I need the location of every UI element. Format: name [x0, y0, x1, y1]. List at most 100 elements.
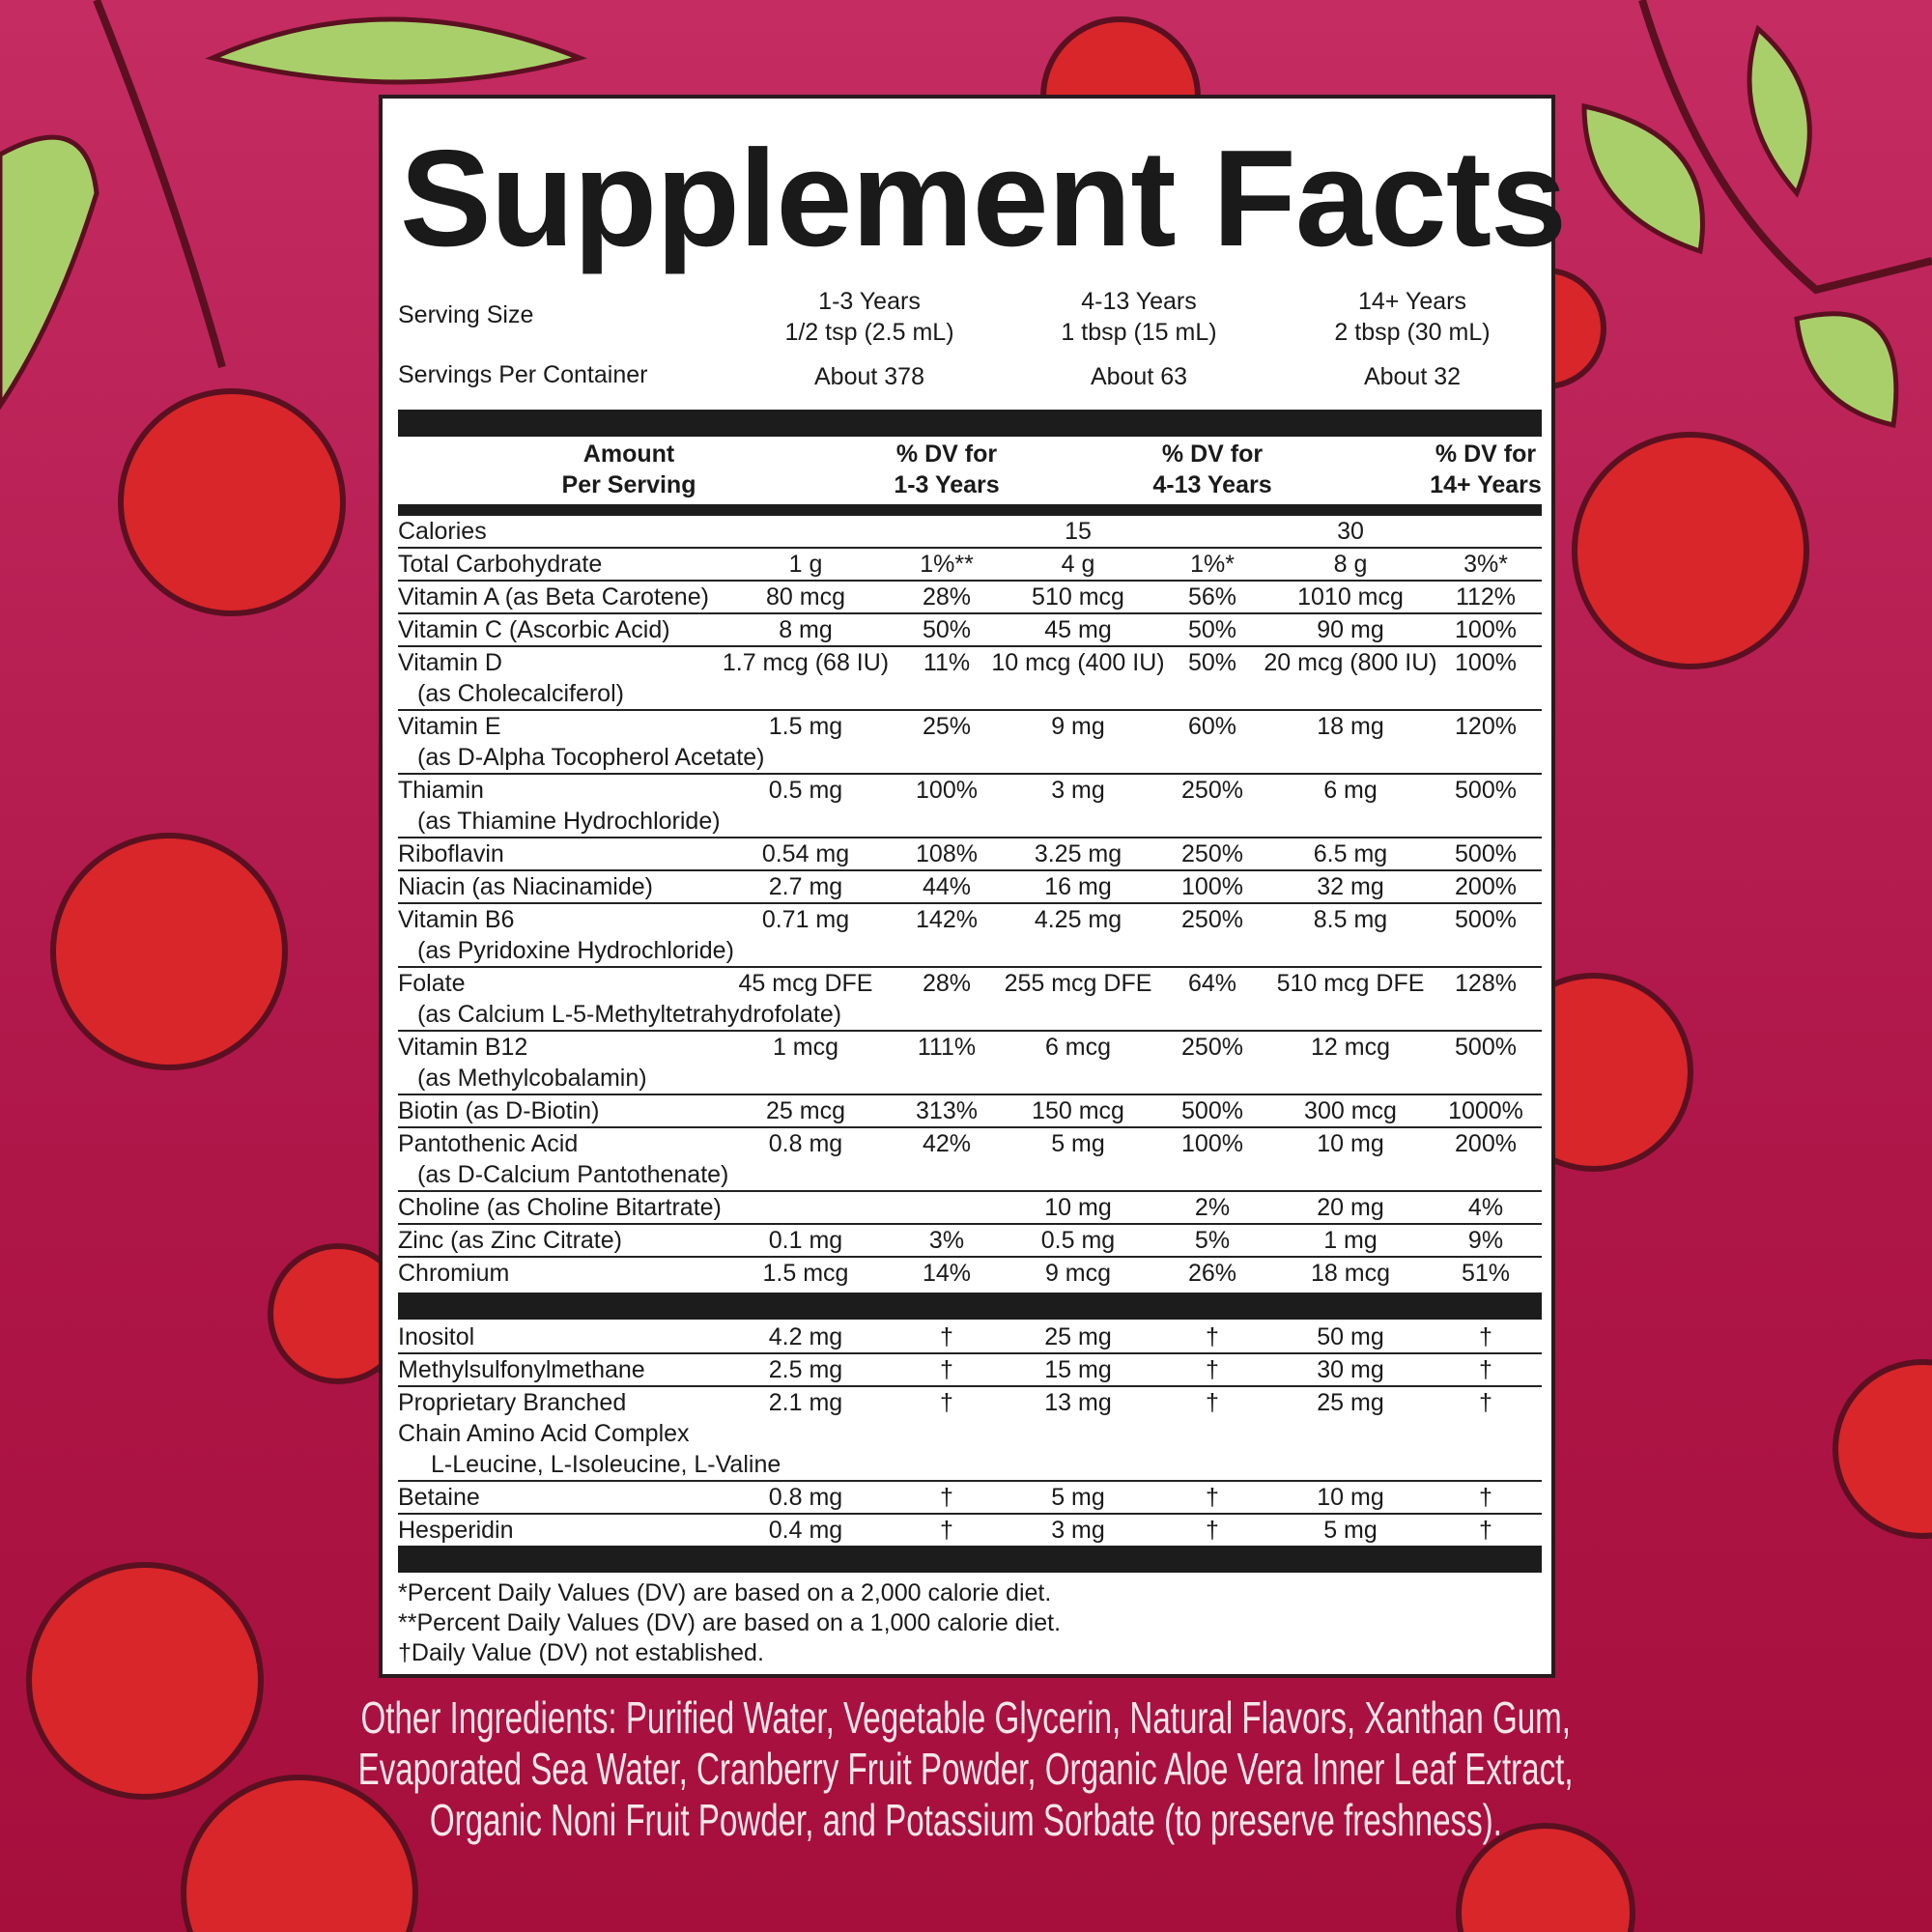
nutrient-name: Hesperidin [398, 1517, 514, 1544]
daily-value-percent: 4% [1467, 1194, 1504, 1221]
amount-value: 18 mg [1317, 713, 1384, 740]
nutrient-name: Vitamin B6 [398, 906, 515, 933]
daily-value-percent: 9% [1467, 1227, 1504, 1254]
amount-value: 255 mcg DFE [1004, 970, 1152, 997]
header-dv-4-13: % DV for 4-13 Years [1152, 440, 1272, 498]
daily-value-percent: 250% [1181, 777, 1243, 804]
nutrient-detail: (as Methylcobalamin) [417, 1065, 647, 1092]
table-row: Vitamin D (as Cholecalciferol) 1.7 mcg (68… [398, 645, 1542, 709]
amount-value: 9 mcg [1044, 1260, 1112, 1287]
amount-value: 15 [1065, 518, 1092, 545]
nutrient-detail: (as Cholecalciferol) [417, 680, 624, 707]
daily-value-percent: 100% [1455, 616, 1517, 643]
nutrient-detail: (as Thiamine Hydrochloride) [417, 808, 721, 835]
table-row: Niacin (as Niacinamide) 2.7 mg 44% 16 mg 100… [398, 869, 1542, 902]
other-ingredients: Other Ingredients: Purified Water, Veget… [0, 1692, 1932, 1846]
nutrient-name: Thiamin [398, 777, 484, 804]
table-row: Zinc (as Zinc Citrate) 0.1 mg 3% 0.5 mg 5% 1 … [398, 1223, 1542, 1256]
nutrient-name: Vitamin C (Ascorbic Acid) [398, 616, 670, 643]
daily-value-percent: 50% [1187, 649, 1237, 676]
amount-value: 30 mg [1317, 1356, 1384, 1383]
amount-value: 3.25 mg [1034, 840, 1122, 867]
daily-value-percent: 50% [922, 616, 972, 643]
daily-value-percent: 2% [1194, 1194, 1231, 1221]
amount-value: 32 mg [1317, 873, 1384, 900]
thick-divider [398, 504, 1542, 516]
daily-value-percent: 500% [1455, 777, 1517, 804]
amount-value: 45 mcg DFE [738, 970, 873, 997]
amount-value: 16 mg [1044, 873, 1112, 900]
amount-value: 0.8 mg [768, 1484, 843, 1511]
panel-title: Supplement Facts [400, 122, 1567, 275]
amount-value: 12 mcg [1311, 1034, 1390, 1061]
amount-value: 0.1 mg [768, 1227, 843, 1254]
daily-value-percent: 42% [922, 1130, 972, 1157]
amount-value: 0.4 mg [768, 1517, 843, 1544]
daily-value-percent: 51% [1461, 1260, 1511, 1287]
table-row: Biotin (as D-Biotin) 25 mcg 313% 150 mcg 500… [398, 1094, 1542, 1126]
table-row: Methylsulfonylmethane 2.5 mg † 15 mg † 30 mg † [398, 1352, 1542, 1385]
amount-value: 6 mg [1323, 777, 1378, 804]
amount-value: 2.5 mg [768, 1356, 843, 1383]
amount-value: 6.5 mg [1313, 840, 1388, 867]
nutrient-name: Total Carbohydrate [398, 551, 603, 578]
table-row: Hesperidin 0.4 mg † 3 mg † 5 mg † [398, 1513, 1542, 1546]
table-row: Folate (as Calcium L-5-Methyltetrahydrofo… [398, 966, 1542, 1030]
amount-value: 18 mcg [1311, 1260, 1390, 1287]
daily-value-percent: † [940, 1356, 953, 1383]
thick-divider [398, 1293, 1542, 1320]
nutrient-name: Proprietary Branched [398, 1389, 627, 1416]
nutrient-detail: (as D-Alpha Tocopherol Acetate) [417, 744, 765, 771]
amount-value: 8 g [1333, 551, 1368, 578]
amount-value: 13 mg [1044, 1389, 1112, 1416]
other-nutrient-table: Inositol 4.2 mg † 25 mg † 50 mg † Methylsulfony… [398, 1321, 1542, 1546]
amount-value: 0.8 mg [768, 1130, 843, 1157]
amount-value: 150 mcg [1032, 1097, 1124, 1124]
daily-value-percent: 28% [922, 970, 972, 997]
daily-value-percent: 1000% [1448, 1097, 1523, 1124]
amount-value: 50 mg [1317, 1323, 1384, 1350]
table-row: Total Carbohydrate 1 g 1%** 4 g 1%* 8 g 3%* [398, 547, 1542, 580]
daily-value-percent: 3% [928, 1227, 965, 1254]
header-amount: Amount Per Serving [561, 440, 696, 498]
nutrient-name: Niacin (as Niacinamide) [398, 873, 653, 900]
amount-value: 1 mcg [772, 1034, 839, 1061]
footnotes: *Percent Daily Values (DV) are based on … [398, 1578, 1061, 1668]
footnote: †Daily Value (DV) not established. [398, 1639, 764, 1666]
amount-value: 10 mg [1317, 1130, 1384, 1157]
daily-value-percent: 60% [1187, 713, 1237, 740]
amount-value: 9 mg [1051, 713, 1105, 740]
amount-value: 15 mg [1044, 1356, 1112, 1383]
daily-value-percent: † [1479, 1484, 1492, 1511]
amount-value: 8 mg [779, 616, 833, 643]
daily-value-percent: † [940, 1323, 953, 1350]
nutrient-table: Calories 15 30 Total Carbohydrate 1 g 1%** 4 g… [398, 516, 1542, 1320]
nutrient-name: Riboflavin [398, 840, 504, 867]
amount-value: 510 mcg [1032, 583, 1124, 611]
nutrient-name: Biotin (as D-Biotin) [398, 1097, 600, 1124]
daily-value-percent: 500% [1455, 906, 1517, 933]
amount-value: 10 mg [1044, 1194, 1112, 1221]
nutrient-name: Choline (as Choline Bitartrate) [398, 1194, 722, 1221]
servings-per-container-label: Servings Per Container [398, 361, 648, 388]
daily-value-percent: 100% [1455, 649, 1517, 676]
daily-value-percent: † [940, 1517, 953, 1544]
amount-value: 0.5 mg [1040, 1227, 1116, 1254]
other-ingredients-line: Other Ingredients: Purified Water, Veget… [360, 1692, 1572, 1743]
daily-value-percent: † [1479, 1517, 1492, 1544]
amount-value: 6 mcg [1044, 1034, 1112, 1061]
nutrient-name: Vitamin D [398, 649, 502, 676]
nutrient-name: Zinc (as Zinc Citrate) [398, 1227, 622, 1254]
table-row: Betaine 0.8 mg † 5 mg † 10 mg † [398, 1480, 1542, 1513]
nutrient-detail: (as Pyridoxine Hydrochloride) [417, 937, 734, 964]
table-row: Inositol 4.2 mg † 25 mg † 50 mg † [398, 1321, 1542, 1352]
amount-value: 1010 mcg [1297, 583, 1404, 611]
daily-value-percent: 11% [923, 649, 971, 676]
daily-value-percent: 500% [1455, 1034, 1517, 1061]
table-row: Proprietary Branched Chain Amino Acid Com… [398, 1385, 1542, 1480]
table-row: Choline (as Choline Bitartrate) 10 mg 2% 20… [398, 1190, 1542, 1223]
nutrient-name: Folate [398, 970, 466, 997]
table-row: Vitamin B12 (as Methylcobalamin) 1 mcg 111%… [398, 1030, 1542, 1094]
footnote: **Percent Daily Values (DV) are based on… [398, 1609, 1062, 1636]
